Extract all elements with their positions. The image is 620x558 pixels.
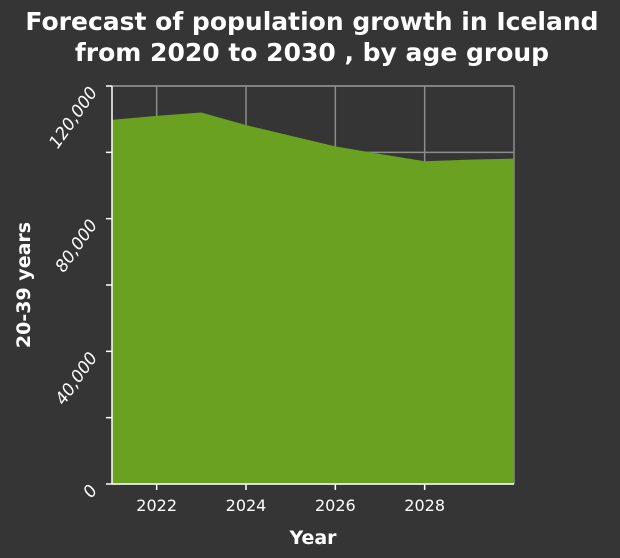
y-tick-label: 40,000 <box>52 349 103 409</box>
x-axis-title: Year <box>288 527 337 549</box>
x-tick-label: 2024 <box>226 496 267 515</box>
chart-title-line-2: from 2020 to 2030 , by age group <box>75 38 549 67</box>
x-tick-label: 2022 <box>136 496 177 515</box>
x-tick-label: 2028 <box>404 496 445 515</box>
y-axis-title: 20-39 years <box>13 222 35 348</box>
axes <box>106 85 514 490</box>
chart-title-line-1: Forecast of population growth in Iceland <box>25 7 598 36</box>
y-tick-labels: 0 40,000 80,000 120,000 <box>45 83 102 501</box>
y-tick-label: 120,000 <box>45 83 102 152</box>
y-tick-label: 0 <box>80 481 103 501</box>
x-tick-label: 2026 <box>315 496 356 515</box>
area-series <box>112 112 514 485</box>
y-tick-label: 80,000 <box>52 216 103 276</box>
area-series-0 <box>112 112 514 485</box>
x-tick-labels: 2022 2024 2026 2028 <box>136 496 445 515</box>
